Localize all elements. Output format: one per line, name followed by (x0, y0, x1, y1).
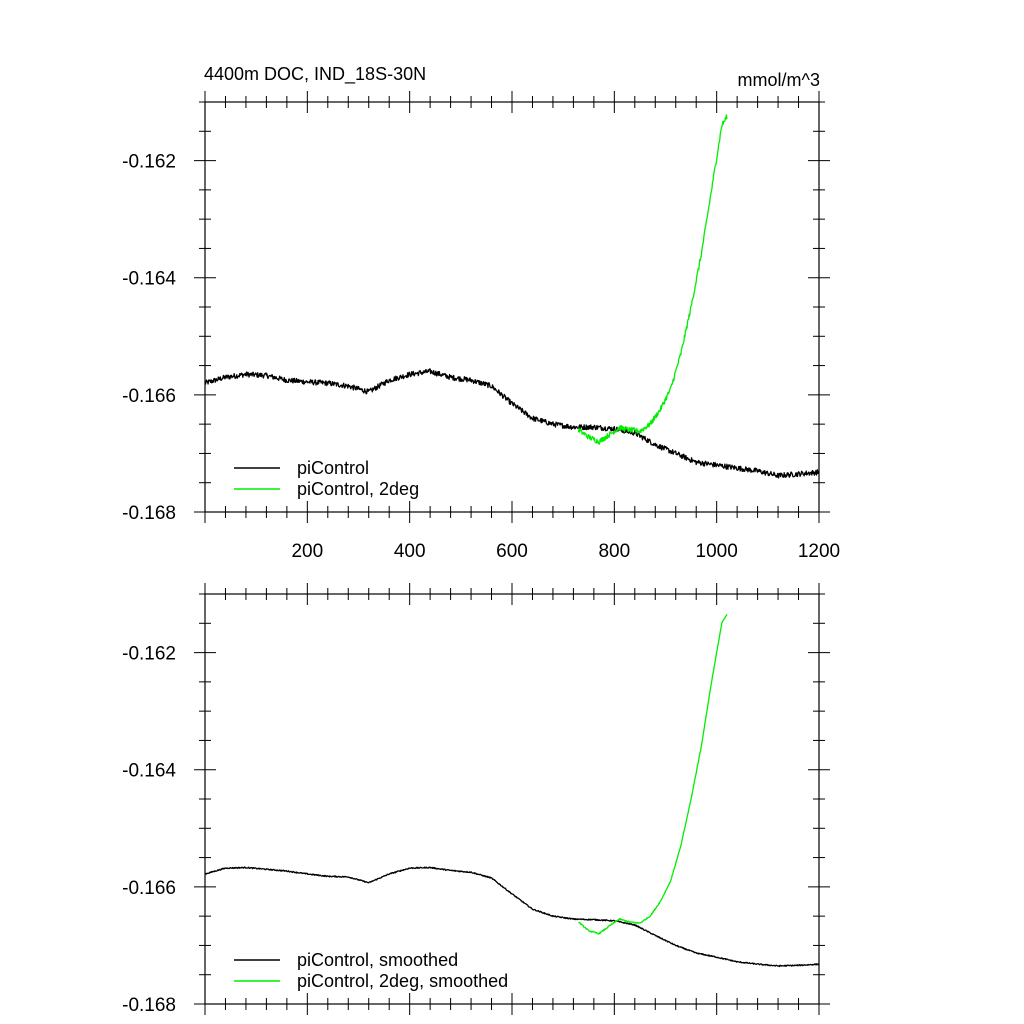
bottom-panel-series (204, 613, 820, 968)
top-panel-x-tick-labels: 200 400 600 800 1000 1200 (291, 541, 840, 562)
top-panel-frame (204, 101, 820, 513)
y-tick-label: -0.162 (122, 644, 176, 665)
top-panel: 4400m DOC, IND_18S-30N mmol/m^3 -0.168-0… (122, 64, 840, 562)
legend-label: piControl, 2deg (297, 479, 419, 499)
x-tick-label: 600 (496, 541, 528, 562)
y-tick-label: -0.164 (122, 761, 176, 782)
top-panel-ticks (194, 91, 830, 523)
legend-label: piControl, smoothed (297, 950, 458, 970)
series-line-picontrol-2deg (578, 613, 728, 935)
y-tick-label: -0.168 (122, 503, 176, 524)
y-tick-label: -0.166 (122, 386, 176, 407)
x-tick-label: 400 (394, 541, 426, 562)
y-tick-label: -0.164 (122, 269, 176, 290)
x-tick-label: 1200 (798, 541, 840, 562)
top-panel-y-tick-labels: -0.168 -0.166 -0.164 -0.162 (122, 152, 176, 524)
bottom-panel: -0.168 -0.166 -0.164 -0.162 piControl, smoo… (122, 583, 830, 1016)
y-tick-label: -0.168 (122, 995, 176, 1016)
series-line-picontrol (204, 866, 820, 968)
legend-label: piControl (297, 458, 369, 478)
units-label: mmol/m^3 (738, 70, 820, 90)
y-tick-label: -0.162 (122, 152, 176, 173)
x-tick-label: 800 (598, 541, 630, 562)
x-tick-label: 200 (291, 541, 323, 562)
top-panel-series (204, 114, 820, 479)
y-tick-label: -0.166 (122, 878, 176, 899)
bottom-panel-frame (204, 593, 820, 1005)
x-tick-label: 1000 (696, 541, 738, 562)
chart-title: 4400m DOC, IND_18S-30N (204, 64, 426, 85)
series-line-picontrol (204, 368, 820, 479)
bottom-panel-ticks (194, 583, 830, 1015)
series-line-picontrol-2deg (577, 114, 728, 445)
bottom-panel-y-tick-labels: -0.168 -0.166 -0.164 -0.162 (122, 644, 176, 1016)
legend-label: piControl, 2deg, smoothed (297, 971, 508, 991)
